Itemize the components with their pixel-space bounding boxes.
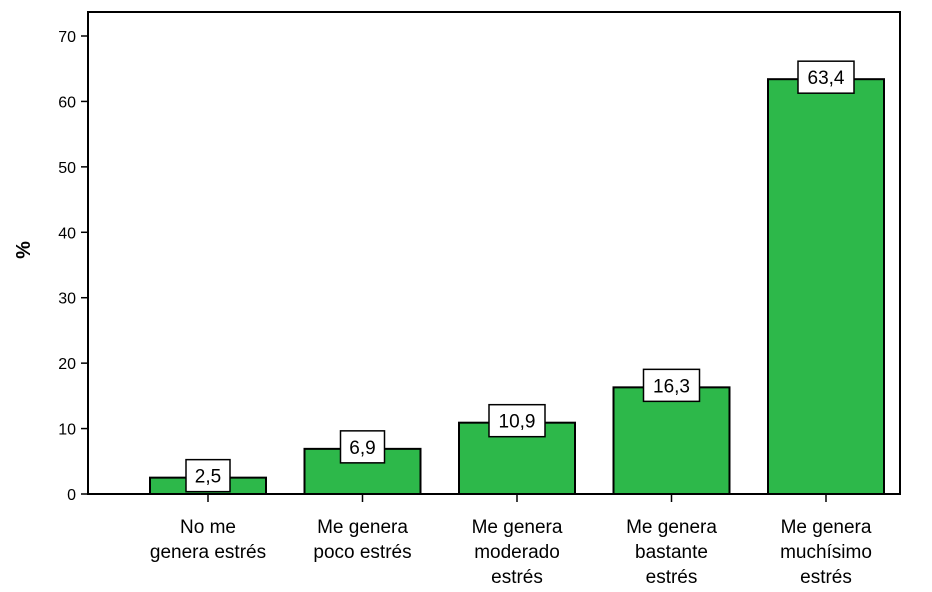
y-tick-label: 40 bbox=[58, 225, 76, 242]
y-tick-label: 60 bbox=[58, 94, 76, 111]
y-tick-label: 0 bbox=[67, 487, 76, 504]
x-category-label: estrés bbox=[646, 567, 698, 588]
x-category-label: poco estrés bbox=[313, 542, 411, 563]
data-label-box bbox=[185, 458, 231, 493]
data-label: 2,5 bbox=[195, 467, 221, 488]
x-category-label: No me bbox=[180, 517, 236, 538]
data-label: 63,4 bbox=[808, 68, 845, 89]
x-category-label: moderado bbox=[474, 542, 560, 563]
data-label: 10,9 bbox=[499, 412, 536, 433]
x-category-label: bastante bbox=[635, 542, 708, 563]
x-category-label: estrés bbox=[800, 567, 852, 588]
x-category-label: genera estrés bbox=[150, 542, 266, 563]
y-tick-label: 10 bbox=[58, 422, 76, 439]
x-category-label: Me genera bbox=[781, 517, 872, 538]
x-category-label: Me genera bbox=[626, 517, 717, 538]
x-category-label: Me genera bbox=[317, 517, 408, 538]
data-label-box bbox=[339, 430, 386, 464]
x-category-label: estrés bbox=[491, 567, 543, 588]
y-axis-title: % bbox=[13, 241, 35, 259]
data-label-box bbox=[488, 403, 546, 438]
y-tick-label: 50 bbox=[58, 160, 76, 177]
plot-frame bbox=[87, 11, 901, 495]
data-label-box bbox=[797, 60, 855, 94]
data-label-box bbox=[642, 368, 701, 403]
data-label: 16,3 bbox=[653, 376, 690, 397]
y-tick-label: 70 bbox=[58, 29, 76, 46]
y-tick-label: 30 bbox=[58, 291, 76, 308]
bar bbox=[612, 386, 731, 496]
bar bbox=[767, 78, 885, 495]
y-axis: 0 10 20 30 40 50 60 70 bbox=[58, 29, 88, 504]
data-label: 6,9 bbox=[349, 438, 375, 459]
x-category-label: muchísimo bbox=[780, 542, 872, 563]
x-axis-labels: No me genera estrés Me genera poco estrés Me… bbox=[150, 494, 872, 588]
y-tick-label: 20 bbox=[58, 356, 76, 373]
bars: 2,5 6,9 10,9 16,3 63,4 bbox=[149, 60, 885, 496]
x-category-label: Me genera bbox=[472, 517, 563, 538]
